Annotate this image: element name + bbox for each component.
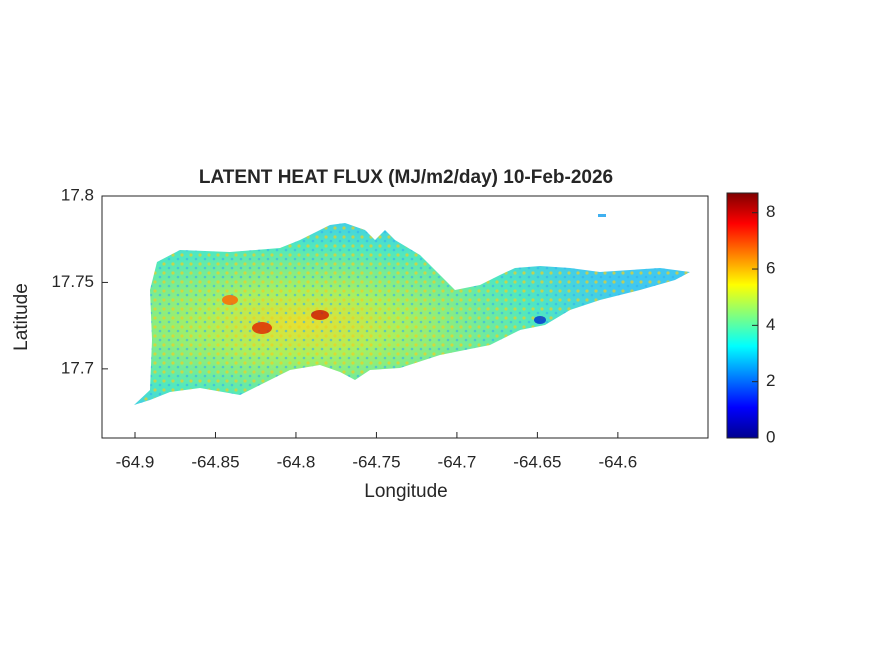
colorbar-tick-label: 4 [766,315,775,334]
x-tick-label: -64.65 [513,452,561,471]
y-tick-label: 17.75 [51,272,94,291]
colorbar-tick-label: 6 [766,259,775,278]
y-tick-label: 17.8 [61,185,94,204]
chart-title: LATENT HEAT FLUX (MJ/m2/day) 10-Feb-2026 [199,167,613,188]
island [134,214,690,405]
x-tick-label: -64.9 [116,452,155,471]
x-tick-label: -64.7 [438,452,477,471]
colorbar-tick-label: 2 [766,371,775,390]
y-tick-label: 17.7 [61,358,94,377]
x-axis-label: Longitude [364,481,447,502]
x-tick-label: -64.85 [191,452,239,471]
y-axis-label: Latitude [11,283,32,351]
x-tick-label: -64.8 [277,452,316,471]
x-tick-label: -64.6 [598,452,637,471]
colorbar [726,192,759,439]
colorbar-tick-label: 0 [766,427,775,446]
x-tick-label: -64.75 [352,452,400,471]
colorbar-tick-label: 8 [766,202,775,221]
